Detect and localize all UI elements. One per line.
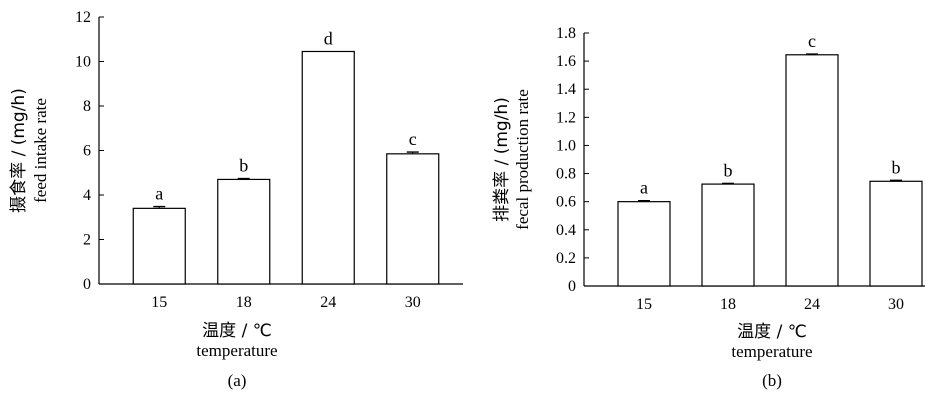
- y-tick-label: 0.2: [556, 250, 576, 267]
- significance-letter: a: [640, 178, 648, 198]
- significance-letter: b: [239, 156, 248, 176]
- y-axis-label-cn: 摄食率 / (mg/h): [9, 88, 29, 213]
- x-tick-label: 18: [720, 296, 736, 313]
- y-tick-label: 4: [83, 187, 91, 204]
- y-tick-label: 0.8: [556, 166, 576, 183]
- y-tick-label: 8: [83, 98, 91, 115]
- significance-letter: b: [724, 160, 733, 180]
- bar: [301, 50, 355, 285]
- y-tick-label: 1.6: [556, 53, 576, 70]
- y-tick-label: 0.6: [556, 194, 576, 211]
- bar: [132, 207, 186, 285]
- bar: [617, 201, 671, 287]
- y-axis-label-en: fecal production rate: [513, 89, 532, 230]
- y-tick-label: 1.8: [556, 25, 576, 42]
- bar: [701, 183, 755, 287]
- y-axis-label-en: feed intake rate: [31, 98, 50, 203]
- x-tick-label: 15: [151, 294, 167, 311]
- significance-letter: b: [892, 157, 901, 177]
- significance-letter: a: [155, 184, 163, 204]
- bar: [386, 153, 440, 285]
- y-axis-label-cn: 排粪率 / (mg/h): [492, 97, 512, 222]
- x-axis-label-cn: 温度 / ℃: [202, 321, 272, 341]
- x-tick-label: 15: [636, 296, 652, 313]
- y-tick-label: 0: [83, 276, 91, 293]
- x-tick-label: 24: [320, 294, 336, 311]
- x-axis-label-en: temperature: [196, 341, 277, 360]
- y-tick-label: 0: [568, 278, 576, 295]
- y-tick-label: 10: [75, 54, 91, 71]
- x-tick-label: 18: [236, 294, 252, 311]
- x-axis-label-en: temperature: [731, 342, 812, 361]
- y-tick-label: 1.2: [556, 109, 576, 126]
- x-axis-label-cn: 温度 / ℃: [737, 322, 807, 342]
- significance-letter: c: [409, 129, 417, 149]
- significance-letter: d: [324, 28, 333, 48]
- bar: [785, 54, 839, 287]
- x-tick-label: 24: [804, 296, 820, 313]
- bar: [869, 180, 923, 287]
- bar: [217, 178, 271, 285]
- panel-label: (a): [228, 371, 247, 390]
- y-tick-label: 6: [83, 143, 91, 160]
- panel-label: (b): [762, 371, 782, 390]
- y-tick-label: 1.4: [556, 81, 576, 98]
- y-tick-label: 2: [83, 232, 91, 249]
- x-tick-label: 30: [405, 294, 421, 311]
- x-tick-label: 30: [888, 296, 904, 313]
- y-tick-label: 0.4: [556, 222, 576, 239]
- significance-letter: c: [808, 31, 816, 51]
- y-tick-label: 1.0: [556, 137, 576, 154]
- y-tick-label: 12: [75, 9, 91, 26]
